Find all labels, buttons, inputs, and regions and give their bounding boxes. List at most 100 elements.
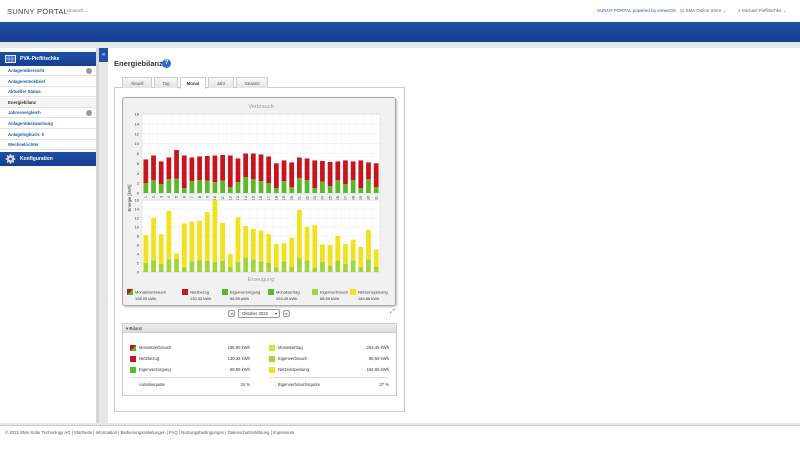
- bilanz-quote-row: Eigenverbrauchsquote 27 %: [269, 381, 389, 390]
- sidebar-item[interactable]: Anlagensteckbrief: [0, 77, 96, 87]
- x-tick-label: 6: [182, 196, 186, 198]
- lower-bar-eigenverbrauch: [297, 258, 302, 272]
- lower-bar-netzeinspeisung: [358, 246, 364, 268]
- lower-bar-eigenverbrauch: [158, 263, 164, 272]
- upper-bar-eigenversorgung: [227, 187, 233, 193]
- lower-bar-eigenverbrauch: [250, 259, 256, 272]
- lower-bar-eigenverbrauch: [350, 260, 356, 272]
- sidebar-item-label: Jahresvergleich: [8, 110, 41, 116]
- tab-tag[interactable]: Tag: [154, 77, 178, 88]
- sidebar-item[interactable]: Anlagenübersicht: [0, 66, 96, 76]
- legend-value: 68,59 kWh: [320, 296, 339, 301]
- sunny-portal-logo[interactable]: SUNNY PORTAL: [7, 7, 69, 16]
- sidebar-divider: [96, 48, 99, 423]
- legend-value: 130,32 kWh: [190, 296, 211, 301]
- bilanz-swatch: [269, 356, 275, 362]
- lower-bar-eigenverbrauch: [212, 262, 218, 272]
- online-store-menu[interactable]: ▤ SMA Online Store ⌄: [680, 8, 726, 14]
- sidebar-item[interactable]: Jahresvergleich: [0, 108, 96, 119]
- sidebar-plant-header[interactable]: PVA-Pieflitschke: [0, 52, 96, 66]
- bilanz-header[interactable]: ▾ Bilanz: [123, 324, 396, 333]
- bilanz-row: Monatsertrag 253,45 kWh: [269, 344, 389, 353]
- upper-bar-eigenversorgung: [243, 177, 249, 193]
- sidebar-item[interactable]: Aktueller Status: [0, 87, 96, 98]
- lower-bar-eigenverbrauch: [304, 260, 310, 272]
- legend-swatch-half: [127, 289, 133, 295]
- sidebar-item[interactable]: Energiebilanz: [0, 97, 96, 108]
- legend-label: Eigenverbrauch: [320, 290, 348, 295]
- upper-bar-netzbezug: [258, 154, 264, 182]
- next-month-button[interactable]: ▸: [283, 310, 290, 317]
- bilanz-row: Eigenversorgung 68,59 kWh: [130, 366, 250, 375]
- bilanz-value: 253,45 kWh: [366, 345, 389, 350]
- expand-chart-icon[interactable]: ⤢: [390, 309, 395, 315]
- lower-bar-netzeinspeisung: [212, 200, 218, 263]
- x-tick-label: 7: [190, 196, 194, 198]
- sidebar-item[interactable]: Anlagelogbuch: 0: [0, 130, 96, 140]
- help-icon[interactable]: ?: [162, 59, 171, 68]
- month-select-value: Oktober 2022: [242, 311, 269, 316]
- lower-bar-eigenverbrauch: [151, 260, 156, 272]
- lower-bar-netzeinspeisung: [320, 244, 325, 262]
- lower-bar-netzeinspeisung: [366, 229, 371, 260]
- month-select[interactable]: Oktober 2022 ▾: [238, 309, 280, 318]
- upper-bar-eigenversorgung: [158, 184, 164, 193]
- upper-bar-eigenversorgung: [181, 188, 187, 193]
- upper-tick-label: 8: [137, 151, 140, 156]
- lower-tick-label: 12: [135, 216, 140, 221]
- lower-tick-label: 8: [137, 234, 140, 239]
- upper-bar-eigenversorgung: [258, 181, 264, 193]
- lower-bar-eigenverbrauch: [266, 263, 272, 272]
- upper-bar-netzbezug: [327, 161, 333, 187]
- x-tick-label: 10: [213, 196, 217, 200]
- bilanz-quote-value: 34 %: [240, 382, 250, 387]
- upper-bar-netzbezug: [143, 159, 149, 184]
- tab-jahr[interactable]: Jahr: [208, 77, 234, 88]
- bilanz-row: Eigenverbrauch 68,59 kWh: [269, 355, 389, 364]
- footer-links[interactable]: © 2022 SMA Solar Technology AG | Startse…: [5, 430, 295, 435]
- prev-month-button[interactable]: ◂: [228, 310, 235, 317]
- sidebar-config-header[interactable]: Konfiguration: [0, 152, 96, 166]
- upper-bar-eigenversorgung: [235, 182, 241, 193]
- upper-bar-netzbezug: [166, 157, 172, 180]
- tab-gesamt[interactable]: Gesamt: [236, 77, 268, 88]
- user-menu[interactable]: ● Michael Pieflitschke ⌄: [738, 8, 787, 14]
- upper-bar-netzbezug: [335, 161, 341, 181]
- language-select[interactable]: Deutsch ⌄: [67, 8, 89, 13]
- legend-value: 184,86 kWh: [358, 296, 379, 301]
- bilanz-label: Monatsverbrauch: [139, 345, 172, 350]
- tab-aktuell[interactable]: Aktuell: [122, 77, 152, 88]
- bilanz-quote-label: Autarkiequote: [139, 382, 165, 387]
- sidebar-item[interactable]: Wechselrichter: [0, 140, 96, 151]
- powered-by-link[interactable]: SUNNY PORTAL powered by ennexOS: [597, 8, 676, 13]
- plant-name: PVA-Pieflitschke: [20, 56, 60, 62]
- x-tick-label: 26: [336, 196, 340, 200]
- lower-bar-netzeinspeisung: [335, 236, 341, 261]
- lower-tick-label: 0: [137, 270, 140, 275]
- page-title: Energiebilanz: [114, 59, 163, 68]
- bilanz-value: 68,59 kWh: [229, 367, 250, 372]
- x-tick-label: 1: [144, 196, 148, 198]
- upper-bar-netzbezug: [358, 160, 364, 189]
- collapse-sidebar-button[interactable]: «: [99, 48, 108, 62]
- lower-bar-netzeinspeisung: [166, 210, 172, 260]
- lower-tick-label: 4: [137, 252, 140, 257]
- tab-monat[interactable]: Monat: [180, 77, 206, 89]
- sidebar-item[interactable]: Anlagenüberwachung: [0, 119, 96, 129]
- upper-bar-netzbezug: [151, 155, 156, 181]
- upper-tick-label: 0: [137, 191, 140, 196]
- upper-bar-eigenversorgung: [327, 186, 333, 193]
- lower-bar-netzeinspeisung: [327, 245, 333, 266]
- x-tick-label: 12: [228, 196, 232, 200]
- upper-bar-eigenversorgung: [350, 180, 356, 193]
- bilanz-box: ▾ Bilanz Monatsverbrauch 198,90 kWh Netzbe…: [122, 323, 397, 396]
- x-tick-label: 31: [374, 196, 378, 200]
- upper-bar-eigenversorgung: [335, 180, 341, 193]
- upper-bar-netzbezug: [343, 160, 348, 185]
- lower-title: Erzeugung: [248, 277, 275, 283]
- lower-bar-eigenverbrauch: [343, 263, 348, 272]
- bilanz-separator: [130, 377, 250, 378]
- bilanz-label: Eigenverbrauch: [278, 356, 308, 361]
